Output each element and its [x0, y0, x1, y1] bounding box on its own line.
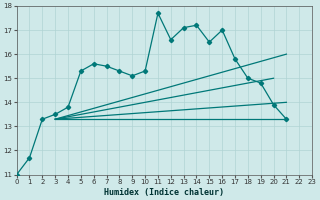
X-axis label: Humidex (Indice chaleur): Humidex (Indice chaleur)	[104, 188, 224, 197]
